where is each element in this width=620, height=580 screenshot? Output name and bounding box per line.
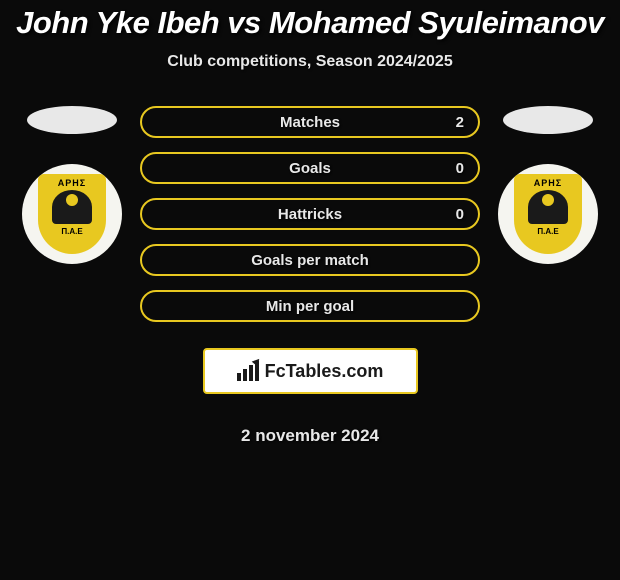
stat-row: Goals per match (140, 244, 480, 276)
stat-label: Matches (280, 114, 340, 131)
badge-text-bot: Π.Α.Ε (537, 227, 558, 236)
player-left-club-badge: APHΣ Π.Α.Ε (22, 164, 122, 264)
chart-icon (237, 361, 259, 381)
stat-label: Goals (289, 160, 331, 177)
stat-value-right: 0 (456, 160, 464, 177)
stat-row: Matches 2 (140, 106, 480, 138)
branding-text: FcTables.com (265, 361, 384, 382)
player-right-column: APHΣ Π.Α.Ε (498, 106, 598, 264)
shield-icon: APHΣ Π.Α.Ε (38, 174, 106, 254)
badge-figure-icon (52, 190, 92, 224)
stat-label: Hattricks (278, 206, 342, 223)
page-subtitle: Club competitions, Season 2024/2025 (10, 53, 610, 71)
comparison-content: APHΣ Π.Α.Ε Matches 2 Goals 0 Hattricks 0 (10, 106, 610, 446)
stat-value-right: 2 (456, 114, 464, 131)
badge-text-top: APHΣ (534, 178, 562, 188)
stat-row: Min per goal (140, 290, 480, 322)
stat-label: Min per goal (266, 298, 354, 315)
stat-row: Hattricks 0 (140, 198, 480, 230)
player-left-column: APHΣ Π.Α.Ε (22, 106, 122, 264)
stat-row: Goals 0 (140, 152, 480, 184)
shield-icon: APHΣ Π.Α.Ε (514, 174, 582, 254)
date-text: 2 november 2024 (140, 426, 480, 446)
branding-box[interactable]: FcTables.com (203, 348, 418, 394)
page-title: John Yke Ibeh vs Mohamed Syuleimanov (10, 5, 610, 41)
player-left-photo-placeholder (27, 106, 117, 134)
badge-figure-icon (528, 190, 568, 224)
badge-text-top: APHΣ (58, 178, 86, 188)
player-right-photo-placeholder (503, 106, 593, 134)
stats-column: Matches 2 Goals 0 Hattricks 0 Goals per … (140, 106, 480, 446)
badge-text-bot: Π.Α.Ε (61, 227, 82, 236)
stat-label: Goals per match (251, 252, 369, 269)
player-right-club-badge: APHΣ Π.Α.Ε (498, 164, 598, 264)
stat-value-right: 0 (456, 206, 464, 223)
